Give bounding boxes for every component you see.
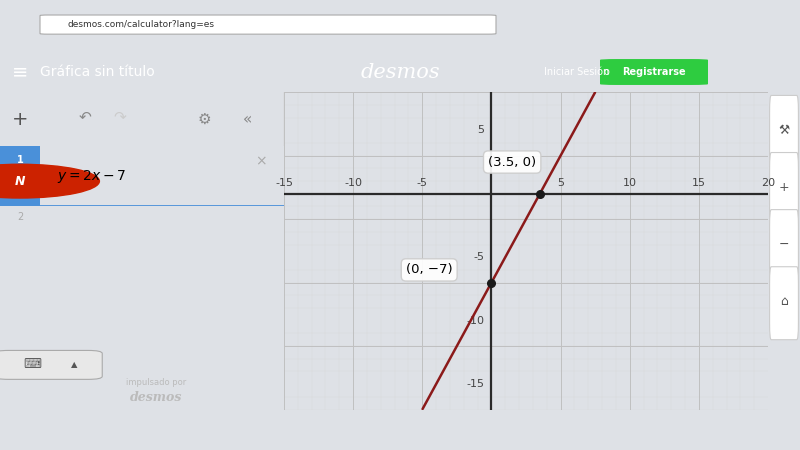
Text: 20: 20: [761, 178, 775, 188]
Text: +: +: [778, 181, 790, 194]
Text: desmos: desmos: [130, 391, 182, 404]
Circle shape: [0, 164, 99, 198]
Text: ⚙: ⚙: [198, 112, 211, 127]
Text: -15: -15: [275, 178, 293, 188]
Text: -10: -10: [344, 178, 362, 188]
Bar: [0, 146, 40, 207]
Text: −: −: [778, 238, 790, 251]
Text: +: +: [12, 110, 28, 129]
Text: 5: 5: [557, 178, 564, 188]
FancyBboxPatch shape: [40, 15, 496, 34]
Text: desmos: desmos: [360, 63, 440, 81]
Text: (3.5, 0): (3.5, 0): [488, 156, 536, 169]
Text: 15: 15: [692, 178, 706, 188]
FancyBboxPatch shape: [770, 210, 798, 283]
Text: N: N: [14, 175, 25, 188]
Text: ≡: ≡: [12, 63, 28, 81]
Text: «: «: [242, 112, 252, 127]
Text: ↶: ↶: [79, 109, 91, 124]
Text: 2: 2: [17, 212, 23, 222]
Text: -15: -15: [466, 379, 485, 389]
Text: -5: -5: [417, 178, 428, 188]
Text: 1: 1: [17, 155, 23, 165]
FancyBboxPatch shape: [770, 95, 798, 168]
Text: Registrarse: Registrarse: [622, 67, 686, 77]
FancyBboxPatch shape: [0, 351, 102, 379]
Text: ⌂: ⌂: [780, 295, 788, 308]
Text: impulsado por: impulsado por: [126, 378, 186, 387]
Text: ×: ×: [255, 154, 267, 168]
FancyBboxPatch shape: [770, 153, 798, 225]
Text: -5: -5: [474, 252, 485, 262]
Text: 5: 5: [478, 125, 485, 135]
Text: ↷: ↷: [113, 109, 126, 124]
Text: -10: -10: [466, 315, 485, 326]
Text: ▲: ▲: [70, 360, 77, 369]
Text: desmos.com/calculator?lang=es: desmos.com/calculator?lang=es: [68, 20, 215, 29]
Text: Iniciar Sesión: Iniciar Sesión: [544, 67, 610, 77]
Text: ⚒: ⚒: [778, 124, 790, 137]
Text: (0, −7): (0, −7): [406, 263, 453, 276]
Text: 10: 10: [622, 178, 637, 188]
Text: $y = 2x - 7$: $y = 2x - 7$: [57, 168, 126, 185]
Text: o: o: [604, 67, 610, 77]
Text: Gráfica sin título: Gráfica sin título: [40, 65, 154, 79]
FancyBboxPatch shape: [770, 267, 798, 340]
FancyBboxPatch shape: [600, 59, 708, 85]
Text: ⌨: ⌨: [24, 358, 42, 371]
